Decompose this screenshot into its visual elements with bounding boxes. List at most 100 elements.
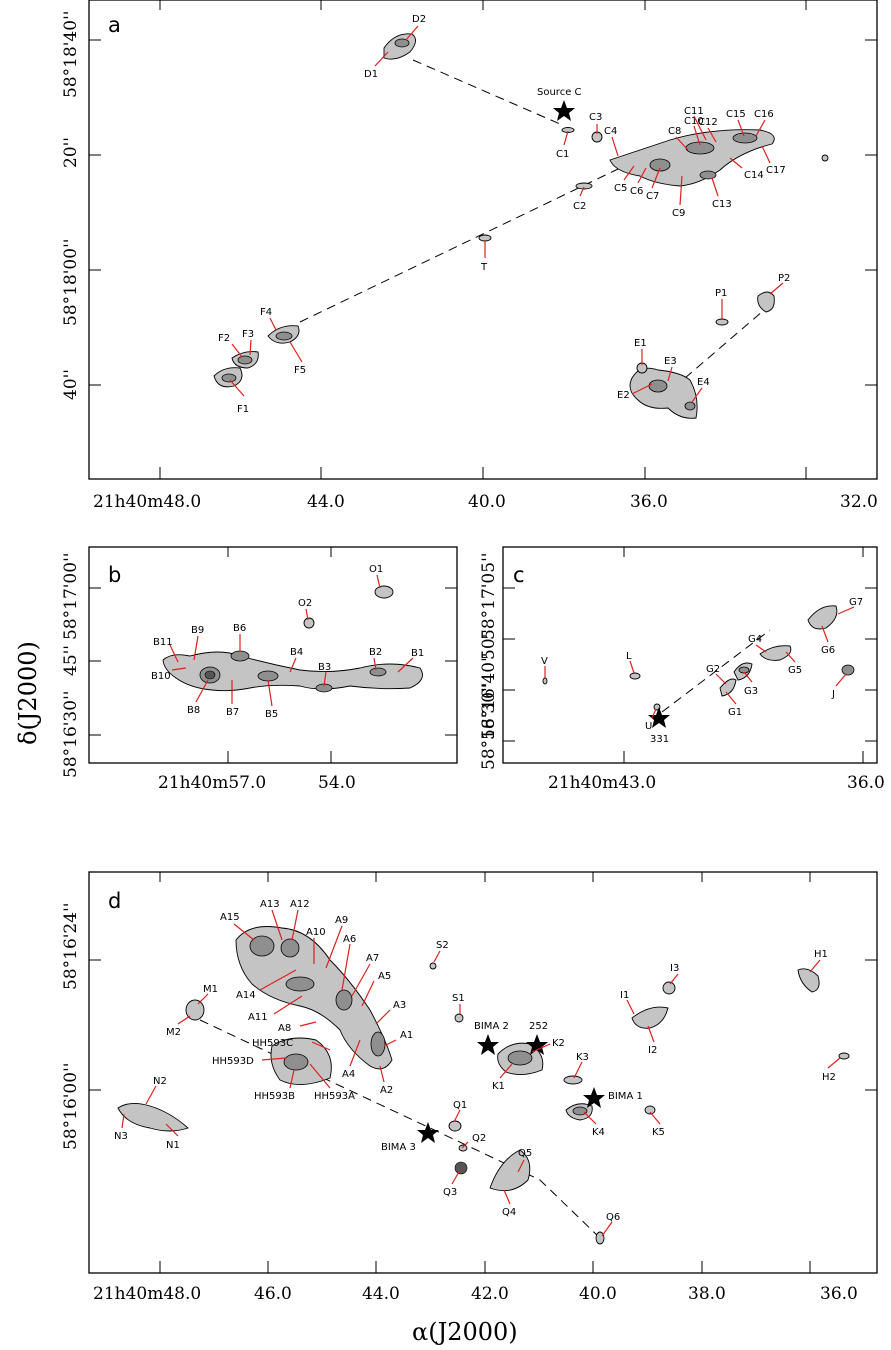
panel-c-ytick-2: 58°16'40'' xyxy=(479,653,499,740)
label-A2: A2 xyxy=(380,1085,393,1096)
label-L: L xyxy=(626,651,632,662)
panel-d-star-bima2 xyxy=(477,1034,499,1055)
label-C16: C16 xyxy=(754,109,774,120)
label-G4: G4 xyxy=(748,634,762,645)
panel-a-ytick-3: 40'' xyxy=(61,369,81,400)
panel-b-ticks xyxy=(89,547,457,763)
label-B10: B10 xyxy=(151,671,171,682)
label-Q4: Q4 xyxy=(502,1207,516,1218)
panel-a-ytick-1: 20'' xyxy=(61,137,81,168)
label-A5: A5 xyxy=(378,971,391,982)
panel-a-dash-E xyxy=(684,304,771,379)
panel-b-xtick-0: 21h40m57.0 xyxy=(158,773,266,793)
label-Q1: Q1 xyxy=(453,1100,467,1111)
label-B3: B3 xyxy=(318,662,331,673)
label-H2: H2 xyxy=(822,1072,836,1083)
label-B11: B11 xyxy=(153,637,173,648)
panel-c-star-331 xyxy=(648,707,670,728)
label-O2: O2 xyxy=(298,598,312,609)
label-C6: C6 xyxy=(630,186,643,197)
label-A11: A11 xyxy=(248,1012,268,1023)
panel-a-star-source-c xyxy=(553,100,575,121)
label-A6: A6 xyxy=(343,934,356,945)
label-HH593A: HH593A xyxy=(314,1091,355,1102)
label-F1: F1 xyxy=(237,404,249,415)
panel-a-xtick-4: 32.0 xyxy=(840,492,878,512)
panel-a-ytick-0: 58°18'40'' xyxy=(61,11,81,98)
panel-a-letter: a xyxy=(108,13,121,37)
label-C8: C8 xyxy=(668,126,681,137)
label-I3: I3 xyxy=(670,963,679,974)
label-D1: D1 xyxy=(364,69,378,80)
label-Q3: Q3 xyxy=(443,1187,457,1198)
label-S1: S1 xyxy=(452,993,465,1004)
label-E3: E3 xyxy=(664,356,677,367)
label-K2: K2 xyxy=(552,1038,565,1049)
panel-d-star-label-3: BIMA 3 xyxy=(381,1142,416,1153)
label-D2: D2 xyxy=(412,14,426,25)
label-C9: C9 xyxy=(672,208,685,219)
label-C14: C14 xyxy=(744,170,764,181)
label-A12: A12 xyxy=(290,899,310,910)
panel-a-y-ticks xyxy=(89,39,877,386)
label-C11: C11 xyxy=(684,106,704,117)
label-P2: P2 xyxy=(778,273,790,284)
label-C7: C7 xyxy=(646,191,659,202)
label-T: T xyxy=(480,262,488,273)
panel-d-ytick-0: 58°16'24'' xyxy=(61,903,81,990)
label-C13: C13 xyxy=(712,199,732,210)
panel-c-ytick-0: 58°17'05'' xyxy=(479,553,499,640)
label-I1: I1 xyxy=(620,990,629,1001)
panel-b-ytick-1: 45'' xyxy=(61,645,81,676)
label-G5: G5 xyxy=(788,665,802,676)
label-A7: A7 xyxy=(366,953,379,964)
panel-a-xtick-1: 44.0 xyxy=(307,492,345,512)
panel-d-star-252 xyxy=(526,1034,548,1055)
panel-a: a 21h40m48.0 44.0 40.0 36.0 32.0 xyxy=(61,0,878,512)
label-J: J xyxy=(831,689,835,700)
panel-b-emission xyxy=(162,585,423,693)
panel-c-ytick-1: 50'' xyxy=(479,629,499,660)
panel-b-xtick-1: 54.0 xyxy=(318,773,356,793)
panel-d-dash xyxy=(199,1019,601,1239)
panel-b-ytick-0: 58°17'00'' xyxy=(61,553,81,640)
label-C2: C2 xyxy=(573,201,586,212)
panel-d-xtick-6: 36.0 xyxy=(820,1284,858,1304)
panel-d-labels: A1 A2 A3 A4 A5 A6 A7 A8 A9 A10 A11 A12 A… xyxy=(114,899,841,1237)
label-B1: B1 xyxy=(411,648,424,659)
label-C10: C10 xyxy=(684,116,704,127)
label-A10: A10 xyxy=(306,927,326,938)
label-S2: S2 xyxy=(436,940,449,951)
label-Q6: Q6 xyxy=(606,1212,620,1223)
label-E4: E4 xyxy=(697,377,710,388)
label-N1: N1 xyxy=(166,1140,180,1151)
panel-d-xtick-2: 44.0 xyxy=(362,1284,400,1304)
panel-d-xtick-3: 42.0 xyxy=(471,1284,509,1304)
panel-d-xtick-4: 40.0 xyxy=(579,1284,617,1304)
label-I2: I2 xyxy=(648,1045,657,1056)
x-axis-title: α(J2000) xyxy=(412,1318,518,1346)
panel-a-emission xyxy=(213,33,829,419)
panel-b-letter: b xyxy=(108,563,121,587)
panel-a-xtick-2: 40.0 xyxy=(468,492,506,512)
panel-d-star-bima1 xyxy=(583,1087,605,1108)
panel-c-xtick-0: 21h40m43.0 xyxy=(548,773,656,793)
label-G2: G2 xyxy=(706,664,720,675)
panel-b-ytick-2: 58°16'30'' xyxy=(61,691,81,778)
label-G6: G6 xyxy=(821,645,835,656)
panel-d-star-label-2: BIMA 1 xyxy=(608,1091,643,1102)
label-B8: B8 xyxy=(187,705,200,716)
panel-d-ticks xyxy=(89,872,877,1273)
label-G1: G1 xyxy=(728,707,742,718)
panel-d-letter: d xyxy=(108,889,121,913)
panel-d-xtick-1: 46.0 xyxy=(254,1284,292,1304)
panel-a-labels: D1 D2 C1 C2 C3 C4 C5 C6 C7 C8 C9 C10 C11 xyxy=(218,14,790,415)
label-N2: N2 xyxy=(153,1076,167,1087)
panel-c-dash xyxy=(661,629,771,713)
panel-d-star-label-0: BIMA 2 xyxy=(474,1021,509,1032)
label-C5: C5 xyxy=(614,183,627,194)
label-M2: M2 xyxy=(166,1027,181,1038)
label-F2: F2 xyxy=(218,333,230,344)
label-Q2: Q2 xyxy=(472,1133,486,1144)
